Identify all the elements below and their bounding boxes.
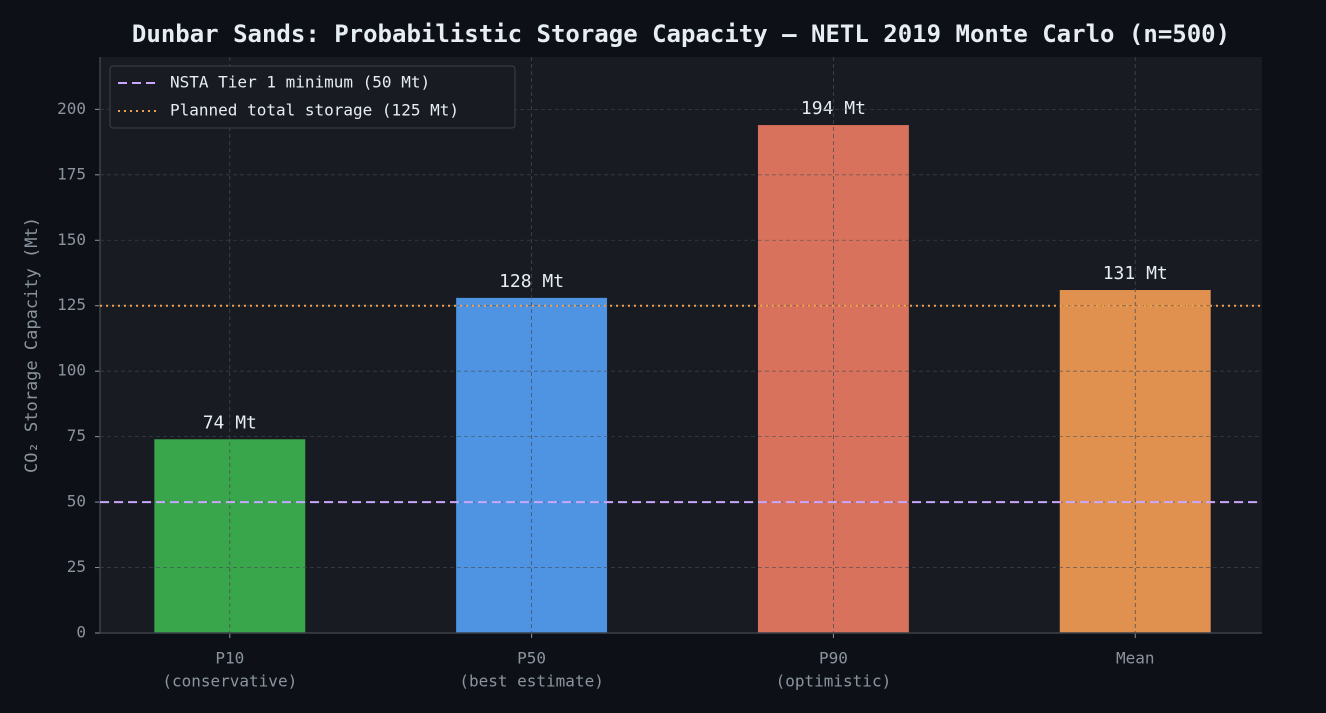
x-tick-label: P50 <box>517 649 546 668</box>
y-axis-label: CO₂ Storage Capacity (Mt) <box>22 217 42 473</box>
bar <box>1059 290 1211 633</box>
x-tick-label: (conservative) <box>162 672 297 691</box>
legend-label: Planned total storage (125 Mt) <box>170 101 459 120</box>
y-tick-label: 25 <box>67 557 86 576</box>
y-tick-label: 50 <box>67 492 86 511</box>
chart-title: Dunbar Sands: Probabilistic Storage Capa… <box>132 20 1230 48</box>
y-tick-label: 125 <box>57 295 86 314</box>
y-tick-label: 175 <box>57 164 86 183</box>
y-tick-label: 75 <box>67 426 86 445</box>
x-tick-label: (optimistic) <box>776 672 892 691</box>
y-tick-label: 200 <box>57 99 86 118</box>
x-tick-label: P10 <box>215 649 244 668</box>
legend-label: NSTA Tier 1 minimum (50 Mt) <box>170 73 430 92</box>
x-tick-label: P90 <box>819 649 848 668</box>
x-tick-label: Mean <box>1116 649 1155 668</box>
y-tick-label: 0 <box>76 623 86 642</box>
y-tick-label: 150 <box>57 230 86 249</box>
y-tick-label: 100 <box>57 361 86 380</box>
legend-box <box>109 65 516 129</box>
x-tick-label: (best estimate) <box>459 672 604 691</box>
value-label: 131 Mt <box>1103 263 1168 284</box>
